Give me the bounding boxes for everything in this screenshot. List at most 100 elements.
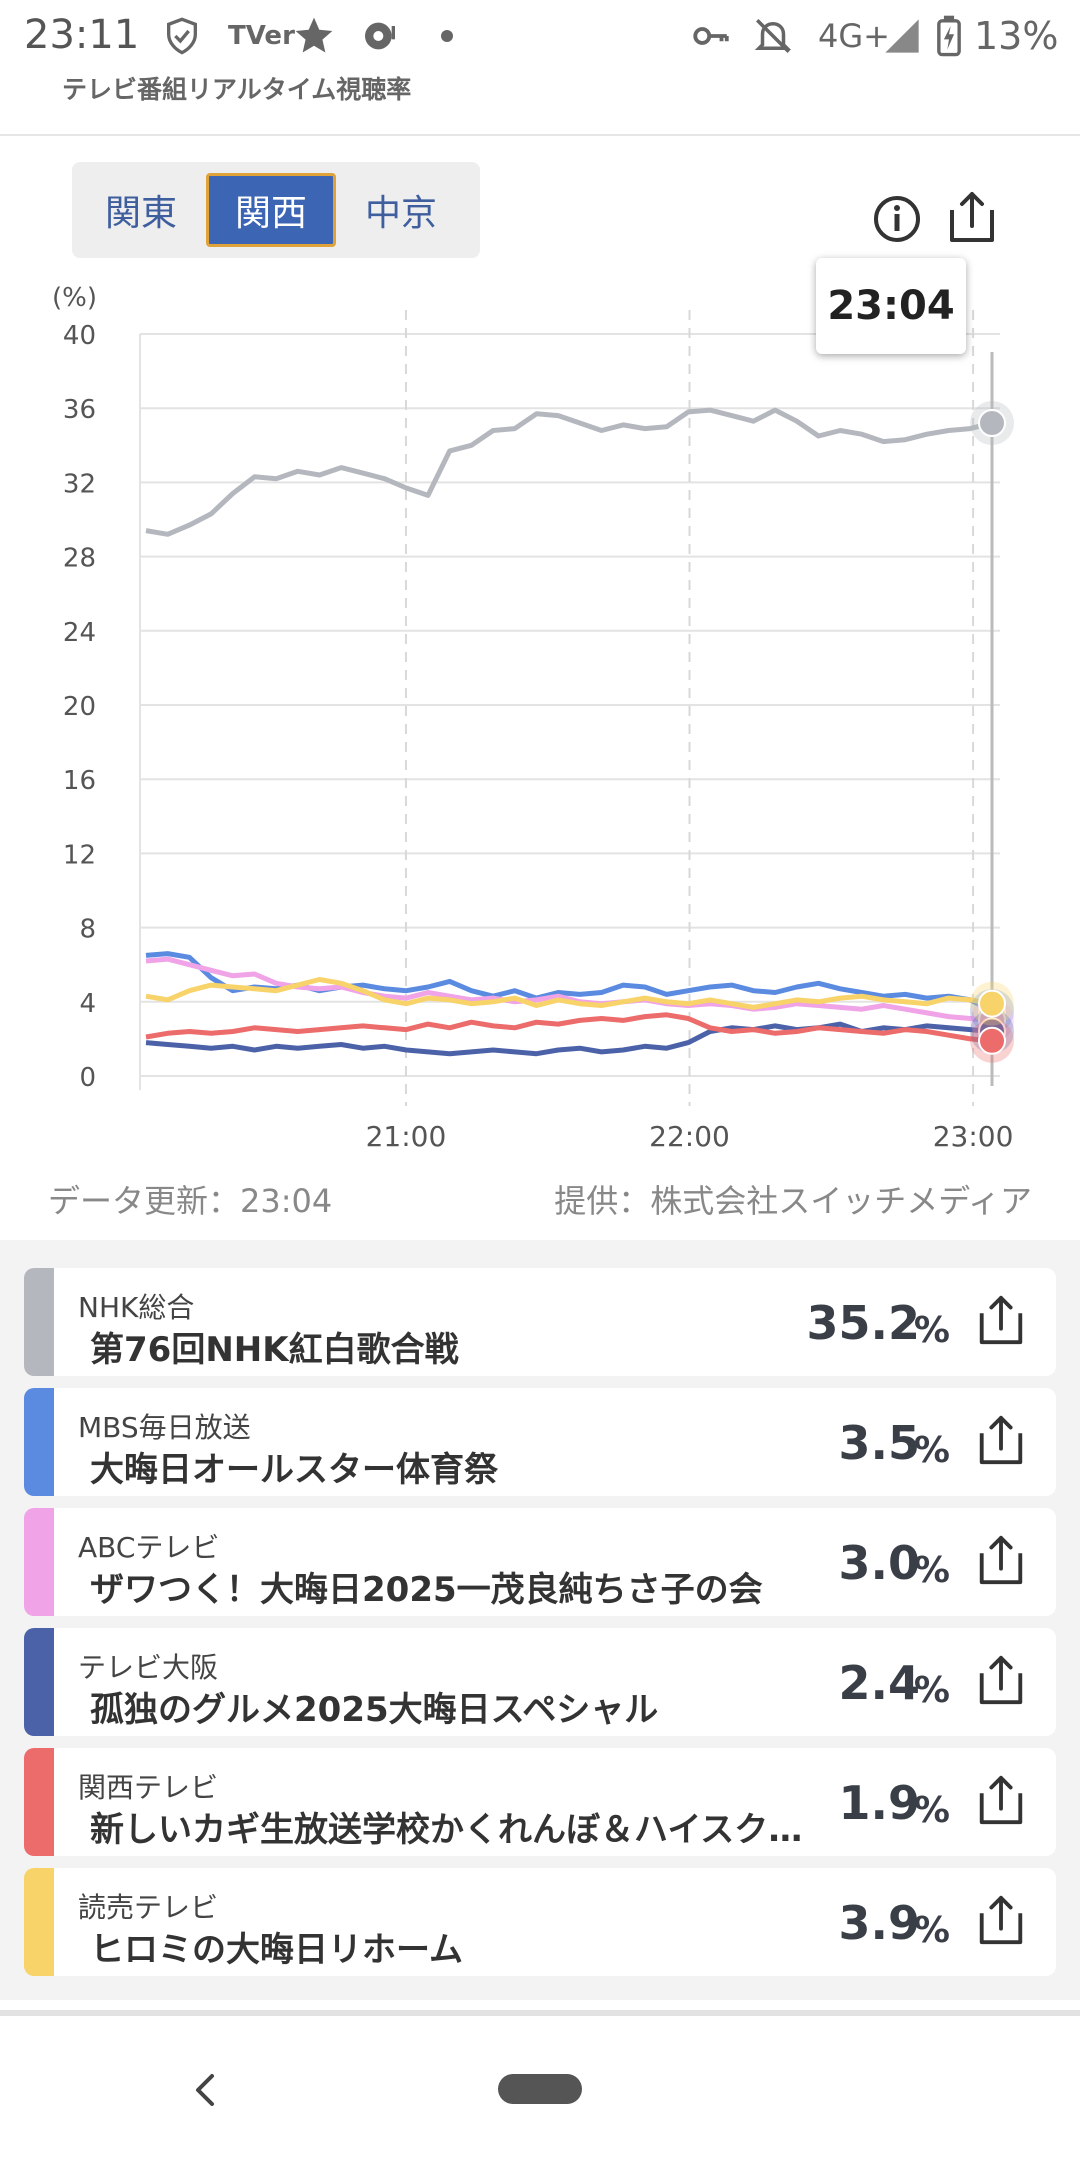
share-chart-button[interactable] [944,188,1000,246]
program-card[interactable]: NHK総合 第76回NHK紅白歌合戦 35.2 % [24,1268,1056,1376]
status-time: 23:11 [24,12,140,58]
y-tick-label: 24 [63,618,96,648]
nav-bar [0,2016,1080,2160]
program-card[interactable]: MBS毎日放送 大晦日オールスター体育祭 3.5 % [24,1388,1056,1496]
program-title: 大晦日オールスター体育祭 [90,1450,498,1490]
info-icon [874,196,920,242]
battery-level: 13% [974,14,1059,58]
region-tab-kansai[interactable]: 関西 [206,173,336,247]
series-line [145,977,993,1010]
channel-color-bar [24,1268,54,1376]
channel-name: ABCテレビ [78,1531,220,1564]
program-card[interactable]: テレビ大阪 孤独のグルメ2025大晦日スペシャル 2.4 % [24,1628,1056,1736]
home-button[interactable] [498,2074,582,2104]
rating-unit: % [913,1790,950,1831]
app-title: テレビ番組リアルタイム視聴率 [62,75,412,104]
series-end-marker [978,989,1006,1018]
x-tick-label: 21:00 [366,1120,447,1153]
program-title: ザワつく！大晦日2025一茂良純ちさ子の会 [90,1570,763,1610]
share-icon [979,1895,1023,1945]
channel-color-bar [24,1388,54,1496]
series-line [145,1021,993,1057]
share-icon [979,1535,1023,1585]
region-tab-kanto[interactable]: 関東 [104,193,177,234]
program-title: 第76回NHK紅白歌合戦 [90,1330,459,1370]
channel-color-bar [24,1628,54,1736]
rating-unit: % [913,1670,950,1711]
header-divider [0,134,1080,136]
rating-unit: % [913,1910,950,1951]
y-tick-label: 28 [63,544,96,574]
share-icon [979,1655,1023,1705]
rating-value: 2.4 [838,1656,921,1710]
program-card[interactable]: ABCテレビ ザワつく！大晦日2025一茂良純ちさ子の会 3.0 % [24,1508,1056,1616]
series-end-marker [978,1026,1006,1055]
share-button[interactable] [974,1410,1028,1470]
channel-color-bar [24,1508,54,1616]
channel-name: 関西テレビ [78,1771,219,1804]
back-chevron-icon [196,2074,214,2106]
tver-icon: TVer [228,21,295,51]
channel-color-bar [24,1868,54,1976]
channel-name: MBS毎日放送 [78,1411,251,1444]
y-tick-label: 16 [63,766,96,796]
x-tick-label: 22:00 [649,1120,730,1153]
series-line [145,407,993,537]
program-card[interactable]: 読売テレビ ヒロミの大晦日リホーム 3.9 % [24,1868,1056,1976]
program-title: ヒロミの大晦日リホーム [90,1930,463,1970]
region-tabs: 関東 関西 中京 [72,162,480,258]
dot-icon [440,14,454,58]
channel-name: テレビ大阪 [78,1651,219,1684]
star-icon [292,14,336,58]
rating-value: 3.5 [838,1416,921,1470]
share-icon [979,1775,1023,1825]
rating-value: 35.2 [806,1296,921,1350]
network-type: 4G+ [818,17,890,55]
region-tab-chukyo[interactable]: 中京 [364,193,437,234]
rating-value: 3.0 [838,1536,921,1590]
program-title: 孤独のグルメ2025大晦日スペシャル [90,1690,659,1730]
rating-value: 1.9 [838,1776,921,1830]
share-button[interactable] [974,1290,1028,1350]
share-icon [979,1295,1023,1345]
series-end-marker [978,409,1006,438]
channel-name: NHK総合 [78,1291,195,1324]
info-button[interactable] [872,194,922,244]
program-card[interactable]: 関西テレビ 新しいカギ生放送学校かくれんぼ＆ハイスクール 1.9 % [24,1748,1056,1856]
series-line [145,1012,993,1044]
y-tick-label: 36 [63,395,96,425]
shield-check-icon [162,14,202,58]
battery-charging-icon [934,14,964,58]
channel-color-bar [24,1748,54,1856]
y-tick-label: 32 [63,469,96,499]
y-unit-label: (%) [52,283,97,313]
y-tick-label: 40 [63,321,96,351]
y-tick-label: 20 [63,692,96,722]
time-tooltip: 23:04 [816,258,966,354]
y-tick-label: 0 [79,1063,96,1093]
bottom-divider [0,2010,1080,2016]
y-tick-label: 12 [63,840,96,870]
rating-unit: % [913,1310,950,1351]
key-icon [690,14,732,58]
program-title: 新しいカギ生放送学校かくれんぼ＆ハイスクール [90,1810,830,1850]
back-button[interactable] [190,2070,220,2110]
rating-unit: % [913,1550,950,1591]
y-tick-label: 8 [79,915,96,945]
provider-label: 提供：株式会社スイッチメディア [554,1182,1032,1220]
share-icon [950,192,994,242]
x-tick-label: 23:00 [933,1120,1014,1153]
rating-unit: % [913,1430,950,1471]
share-button[interactable] [974,1530,1028,1590]
share-button[interactable] [974,1770,1028,1830]
series-line [145,956,993,1023]
bell-off-icon [752,14,794,58]
share-button[interactable] [974,1890,1028,1950]
status-bar: 23:11 TVer 4G+ 13% [0,0,1080,72]
share-icon [979,1415,1023,1465]
share-button[interactable] [974,1650,1028,1710]
y-tick-label: 4 [79,989,96,1019]
record-icon [360,14,400,58]
channel-name: 読売テレビ [78,1891,219,1924]
